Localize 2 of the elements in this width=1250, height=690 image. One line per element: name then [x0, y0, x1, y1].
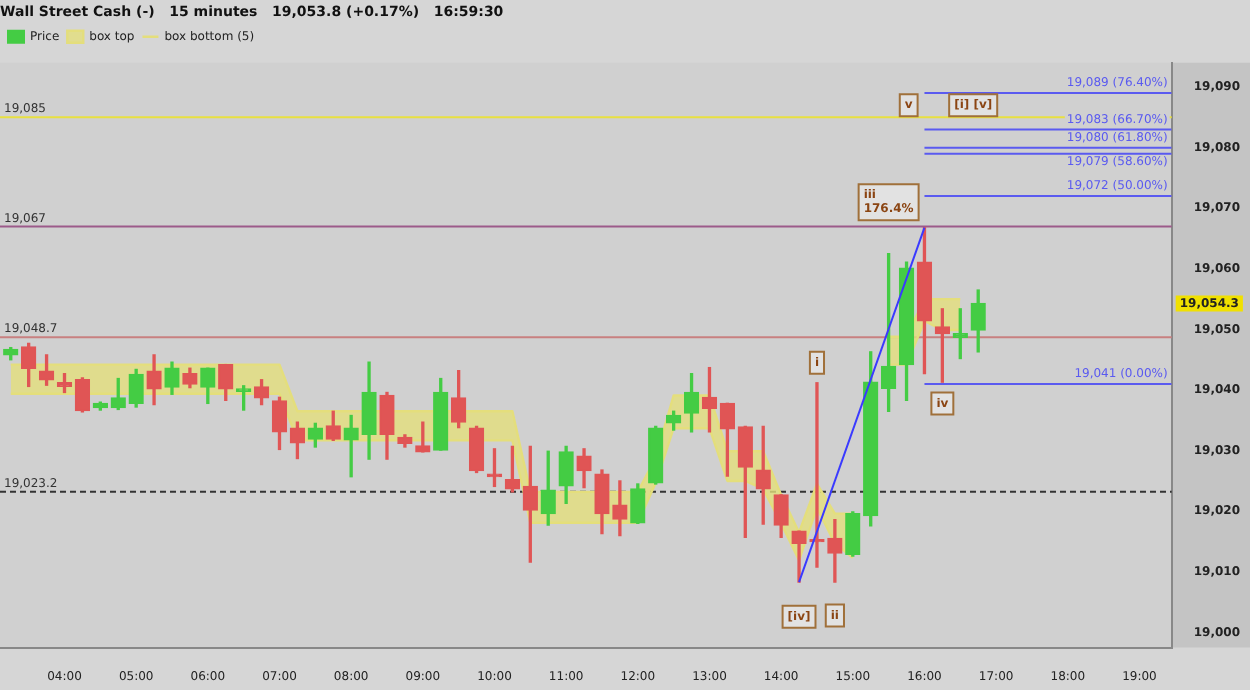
- candlestick: [343, 414, 359, 478]
- candlestick: [827, 519, 843, 583]
